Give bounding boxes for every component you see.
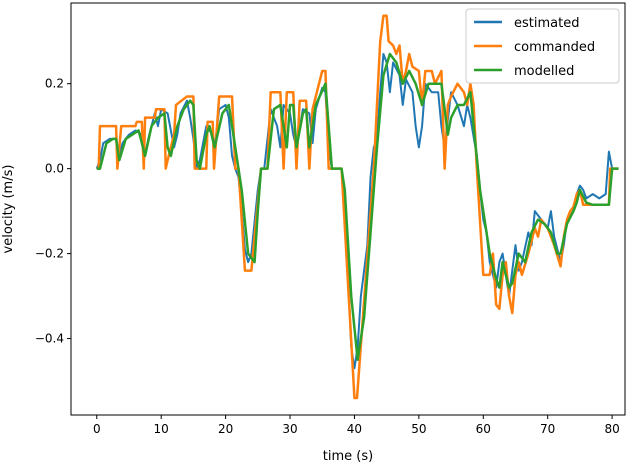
- x-tick-label: 30: [282, 422, 297, 436]
- legend: estimated commanded modelled: [465, 8, 620, 84]
- plot-frame: [70, 2, 626, 416]
- series-line-modelled: [96, 52, 619, 362]
- y-axis-ticks: −0.4 −0.2 0.0 0.2: [35, 77, 71, 346]
- legend-label-commanded: commanded: [514, 40, 595, 55]
- legend-label-modelled: modelled: [514, 64, 574, 79]
- x-tick-label: 60: [476, 422, 491, 436]
- y-tick-label: 0.2: [45, 77, 64, 91]
- y-axis-label: velocity (m/s): [1, 165, 16, 254]
- x-tick-label: 20: [218, 422, 233, 436]
- plot-lines: [95, 14, 619, 400]
- x-tick-label: 80: [604, 422, 619, 436]
- legend-label-estimated: estimated: [514, 16, 579, 31]
- x-tick-label: 40: [347, 422, 362, 436]
- legend-box: [465, 8, 620, 84]
- x-axis-label: time (s): [323, 449, 373, 464]
- y-tick-label: −0.4: [35, 332, 64, 346]
- y-tick-label: −0.2: [35, 247, 64, 261]
- x-tick-label: 10: [154, 422, 169, 436]
- x-tick-label: 50: [411, 422, 426, 436]
- series-line-estimated: [95, 52, 619, 370]
- y-tick-label: 0.0: [45, 162, 64, 176]
- x-tick-label: 70: [540, 422, 555, 436]
- x-axis-ticks: 0 10 20 30 40 50 60 70 80: [93, 415, 620, 436]
- x-tick-label: 0: [93, 422, 101, 436]
